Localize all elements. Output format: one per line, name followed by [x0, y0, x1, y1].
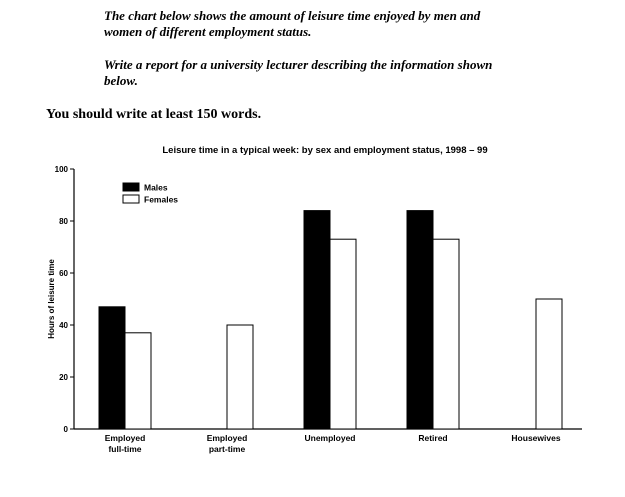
- bar-males: [406, 210, 434, 430]
- legend-label-females: Females: [144, 195, 178, 205]
- chart-title: Leisure time in a typical week: by sex a…: [162, 145, 487, 156]
- y-tick-label: 0: [64, 425, 69, 434]
- x-category-label: Retired: [418, 433, 447, 443]
- bar-females: [226, 324, 254, 430]
- task-text-line-3: Write a report for a university lecturer…: [104, 57, 493, 72]
- legend-swatch-males: [122, 182, 140, 192]
- y-tick-label: 60: [59, 269, 68, 278]
- bar-females: [329, 238, 357, 430]
- task-text-line-4: below.: [104, 73, 138, 88]
- y-tick-label: 20: [59, 373, 68, 382]
- y-tick-label: 100: [55, 165, 69, 174]
- word-count-instruction: You should write at least 150 words.: [46, 107, 262, 122]
- y-axis-label: Hours of leisure time: [47, 259, 56, 339]
- x-category-label: Unemployed: [304, 433, 355, 443]
- legend-swatch-females: [122, 194, 140, 204]
- task-text-line-1: The chart below shows the amount of leis…: [104, 8, 481, 23]
- x-category-label: Employed part-time: [207, 433, 248, 454]
- bar-males: [303, 210, 331, 430]
- y-tick-label: 40: [59, 321, 68, 330]
- bar-females: [535, 298, 563, 430]
- y-tick-label: 80: [59, 217, 68, 226]
- task-text-line-2: women of different employment status.: [104, 24, 312, 39]
- x-category-label: Housewives: [511, 433, 560, 443]
- legend-label-males: Males: [144, 183, 168, 193]
- bar-males: [98, 306, 126, 430]
- x-category-label: Employed full-time: [105, 433, 146, 454]
- bar-females: [432, 238, 460, 430]
- bar-females: [124, 332, 152, 430]
